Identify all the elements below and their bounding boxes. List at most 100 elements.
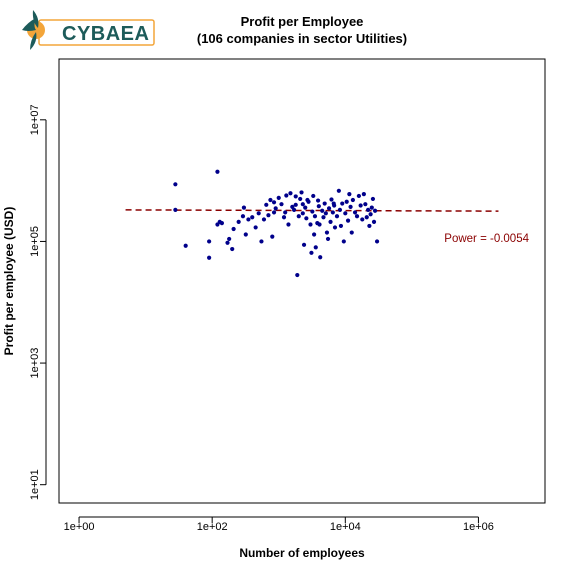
- data-point: [331, 201, 336, 206]
- points-layer: [173, 169, 380, 278]
- data-point: [306, 199, 311, 204]
- data-point: [341, 239, 346, 244]
- data-point: [312, 214, 318, 219]
- data-point: [344, 199, 349, 204]
- data-point: [326, 206, 332, 211]
- fit-line-layer: [125, 209, 499, 212]
- data-point: [311, 193, 316, 199]
- y-tick-label: 1e+05: [29, 226, 41, 257]
- data-point: [296, 214, 301, 219]
- data-point: [299, 190, 304, 195]
- data-point: [298, 196, 303, 202]
- data-point: [207, 239, 212, 244]
- data-point: [246, 217, 251, 222]
- data-point: [270, 234, 275, 239]
- data-point: [338, 223, 344, 229]
- data-point: [250, 215, 255, 220]
- data-point: [259, 239, 264, 244]
- data-point: [374, 239, 380, 244]
- data-point: [173, 182, 178, 187]
- data-point: [219, 221, 224, 226]
- data-point: [271, 200, 277, 205]
- data-point: [300, 211, 305, 216]
- x-tick-label: 1e+02: [197, 521, 228, 533]
- data-point: [264, 202, 269, 207]
- data-point: [230, 246, 235, 252]
- y-tick-label: 1e+03: [29, 348, 41, 379]
- data-point: [308, 222, 313, 227]
- data-point: [336, 188, 341, 193]
- data-point: [329, 197, 334, 202]
- y-axis-title: Profit per employee (USD): [2, 207, 16, 356]
- data-point: [360, 217, 365, 222]
- data-point: [367, 223, 372, 229]
- data-point: [215, 169, 220, 174]
- data-point: [271, 210, 277, 215]
- data-point: [332, 225, 338, 230]
- data-point: [345, 218, 351, 223]
- data-point: [348, 204, 353, 209]
- x-tick-label: 1e+06: [463, 521, 494, 533]
- data-point: [337, 207, 343, 213]
- data-point: [365, 207, 371, 213]
- data-point: [304, 216, 309, 221]
- logo-mark-icon: [22, 10, 45, 50]
- chart-title: Profit per Employee: [241, 14, 364, 29]
- data-point: [241, 205, 247, 210]
- data-point: [207, 255, 212, 260]
- data-point: [347, 192, 352, 197]
- data-point: [371, 219, 377, 224]
- data-point: [356, 193, 361, 199]
- data-point: [363, 202, 368, 207]
- data-point: [279, 202, 284, 207]
- data-point: [291, 207, 297, 213]
- fit-line: [125, 209, 499, 212]
- data-point: [284, 193, 289, 198]
- data-point: [293, 194, 298, 199]
- data-point: [301, 242, 307, 247]
- x-tick-label: 1e+04: [330, 521, 361, 533]
- data-point: [364, 215, 369, 220]
- data-point: [268, 197, 273, 203]
- data-point: [183, 243, 188, 248]
- data-point: [310, 209, 315, 214]
- logo-text: CYBAEA: [62, 23, 149, 45]
- data-point: [273, 206, 278, 211]
- data-point: [288, 191, 293, 196]
- data-point: [370, 196, 376, 202]
- data-point: [313, 245, 318, 250]
- data-point: [321, 215, 326, 220]
- data-point: [358, 203, 363, 208]
- data-point: [349, 230, 354, 235]
- data-point: [343, 211, 348, 216]
- plot-frame: [58, 58, 546, 504]
- data-point: [253, 225, 258, 230]
- y-tick-label: 1e+07: [29, 104, 41, 135]
- x-axis: 1e+00 1e+02 1e+04 1e+06: [64, 516, 494, 533]
- data-point: [334, 214, 340, 219]
- data-point: [350, 197, 355, 203]
- data-point: [369, 205, 374, 210]
- y-axis: 1e+01 1e+03 1e+05 1e+07: [29, 104, 47, 500]
- data-point: [317, 222, 322, 227]
- data-point: [283, 210, 288, 215]
- data-point: [173, 207, 178, 213]
- data-point: [256, 211, 261, 216]
- data-point: [361, 192, 366, 197]
- data-point: [325, 236, 331, 242]
- cybaea-logo: CYBAEA: [22, 10, 155, 50]
- data-point: [352, 210, 358, 215]
- data-point: [324, 230, 330, 235]
- data-point: [281, 215, 287, 220]
- data-point: [309, 250, 314, 255]
- y-tick-label: 1e+01: [29, 469, 41, 500]
- chart-subtitle: (106 companies in sector Utilities): [197, 31, 407, 46]
- data-point: [320, 208, 325, 213]
- x-tick-label: 1e+00: [64, 521, 95, 533]
- data-point: [286, 222, 291, 227]
- data-point: [227, 236, 232, 242]
- data-point: [231, 226, 236, 232]
- data-point: [340, 201, 345, 206]
- data-point: [372, 208, 378, 213]
